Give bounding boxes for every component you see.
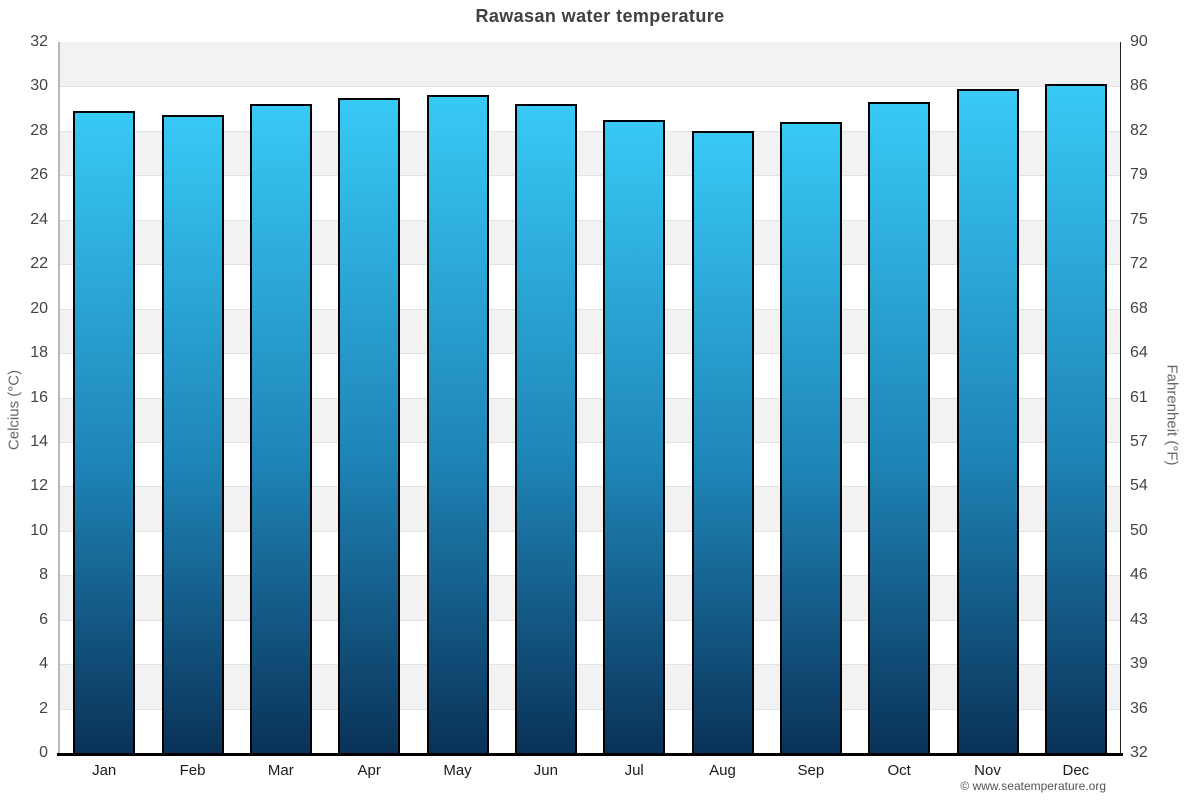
grid-band [60, 175, 1120, 220]
fahrenheit-tick-68: 68 [1130, 299, 1148, 317]
grid-band [60, 575, 1120, 620]
gridline [60, 442, 1120, 443]
x-axis-label-feb: Feb [179, 762, 206, 779]
grid-band [60, 130, 1120, 176]
temp-bar-oct[interactable] [868, 101, 931, 753]
temp-bar-feb[interactable] [161, 115, 224, 753]
celsius-tick-10: 10 [30, 521, 48, 539]
x-axis-label-sep: Sep [797, 762, 825, 779]
fahrenheit-tick-36: 36 [1130, 699, 1148, 717]
fahrenheit-tick-64: 64 [1130, 344, 1148, 362]
celsius-tick-30: 30 [30, 77, 48, 95]
grid-band [60, 619, 1120, 665]
fahrenheit-tick-72: 72 [1130, 255, 1148, 273]
celsius-tick-6: 6 [39, 610, 48, 628]
gridline [60, 531, 1120, 532]
celsius-tick-20: 20 [30, 299, 48, 317]
x-axis-label-aug: Aug [709, 762, 736, 779]
fahrenheit-tick-86: 86 [1130, 77, 1148, 95]
celsius-tick-28: 28 [30, 121, 48, 139]
gridline [60, 398, 1120, 399]
gridline [60, 709, 1120, 710]
gridline [60, 620, 1120, 621]
temp-bar-aug[interactable] [691, 130, 754, 753]
celsius-tick-26: 26 [30, 166, 48, 184]
temp-bar-jan[interactable] [73, 110, 136, 753]
celsius-tick-14: 14 [30, 432, 48, 450]
fahrenheit-tick-90: 90 [1130, 33, 1148, 50]
x-axis-label-oct: Oct [887, 762, 911, 779]
x-axis-label-apr: Apr [357, 762, 381, 779]
celsius-tick-24: 24 [30, 210, 48, 228]
fahrenheit-tick-82: 82 [1130, 121, 1148, 139]
gridline [60, 575, 1120, 576]
y-axis-line-right [1120, 42, 1121, 753]
celsius-tick-32: 32 [30, 33, 48, 50]
temp-bar-apr[interactable] [338, 97, 401, 753]
temp-bar-sep[interactable] [779, 121, 842, 753]
gridline [60, 220, 1120, 221]
gridline [60, 264, 1120, 265]
grid-band [60, 264, 1120, 309]
fahrenheit-tick-50: 50 [1130, 521, 1148, 539]
x-axis-label-jan: Jan [92, 762, 117, 779]
fahrenheit-tick-75: 75 [1130, 210, 1148, 228]
gridline [60, 309, 1120, 310]
temp-bar-jun[interactable] [514, 104, 577, 753]
x-axis-label-jun: Jun [533, 762, 558, 779]
x-axis-label-nov: Nov [974, 762, 1001, 779]
grid-band [60, 486, 1120, 531]
temp-bar-may[interactable] [426, 95, 489, 753]
celsius-tick-0: 0 [39, 744, 48, 761]
chart-title: Rawasan water temperature [475, 6, 725, 26]
grid-band [60, 219, 1120, 265]
celsius-tick-8: 8 [39, 566, 48, 584]
gridline [60, 175, 1120, 176]
temp-bar-dec[interactable] [1044, 84, 1107, 753]
grid-band [60, 664, 1120, 709]
fahrenheit-tick-61: 61 [1130, 388, 1148, 406]
fahrenheit-tick-43: 43 [1130, 610, 1148, 628]
grid-band [60, 441, 1120, 487]
grid-band [60, 708, 1120, 753]
celsius-tick-2: 2 [39, 699, 48, 717]
fahrenheit-tick-79: 79 [1130, 166, 1148, 184]
grid-band [60, 353, 1120, 398]
plot-area [60, 42, 1120, 753]
temp-bar-jul[interactable] [603, 119, 666, 753]
grid-band [60, 86, 1120, 131]
gridline [60, 664, 1120, 665]
celsius-tick-4: 4 [39, 655, 48, 673]
gridline [60, 86, 1120, 87]
fahrenheit-tick-32: 32 [1130, 744, 1148, 761]
celsius-tick-22: 22 [30, 255, 48, 273]
celsius-tick-12: 12 [30, 477, 48, 495]
copyright-link[interactable]: © www.seatemperature.org [960, 779, 1106, 793]
gridline [60, 353, 1120, 354]
x-axis-label-mar: Mar [267, 762, 294, 779]
fahrenheit-tick-54: 54 [1130, 477, 1148, 495]
temp-bar-mar[interactable] [249, 104, 312, 753]
fahrenheit-tick-46: 46 [1130, 566, 1148, 584]
fahrenheit-tick-57: 57 [1130, 432, 1148, 450]
x-axis-label-may: May [443, 762, 472, 779]
celsius-tick-16: 16 [30, 388, 48, 406]
x-axis-line [57, 753, 1123, 756]
x-axis-label-jul: Jul [624, 762, 644, 779]
gridline [60, 486, 1120, 487]
grid-band [60, 530, 1120, 576]
temp-bar-nov[interactable] [956, 88, 1019, 753]
y-axis-line-left [58, 42, 60, 753]
x-axis-label-dec: Dec [1062, 762, 1090, 779]
grid-band [60, 397, 1120, 442]
celsius-tick-18: 18 [30, 344, 48, 362]
fahrenheit-tick-39: 39 [1130, 655, 1148, 673]
grid-band [60, 42, 1120, 87]
grid-band [60, 308, 1120, 354]
gridline [60, 131, 1120, 132]
